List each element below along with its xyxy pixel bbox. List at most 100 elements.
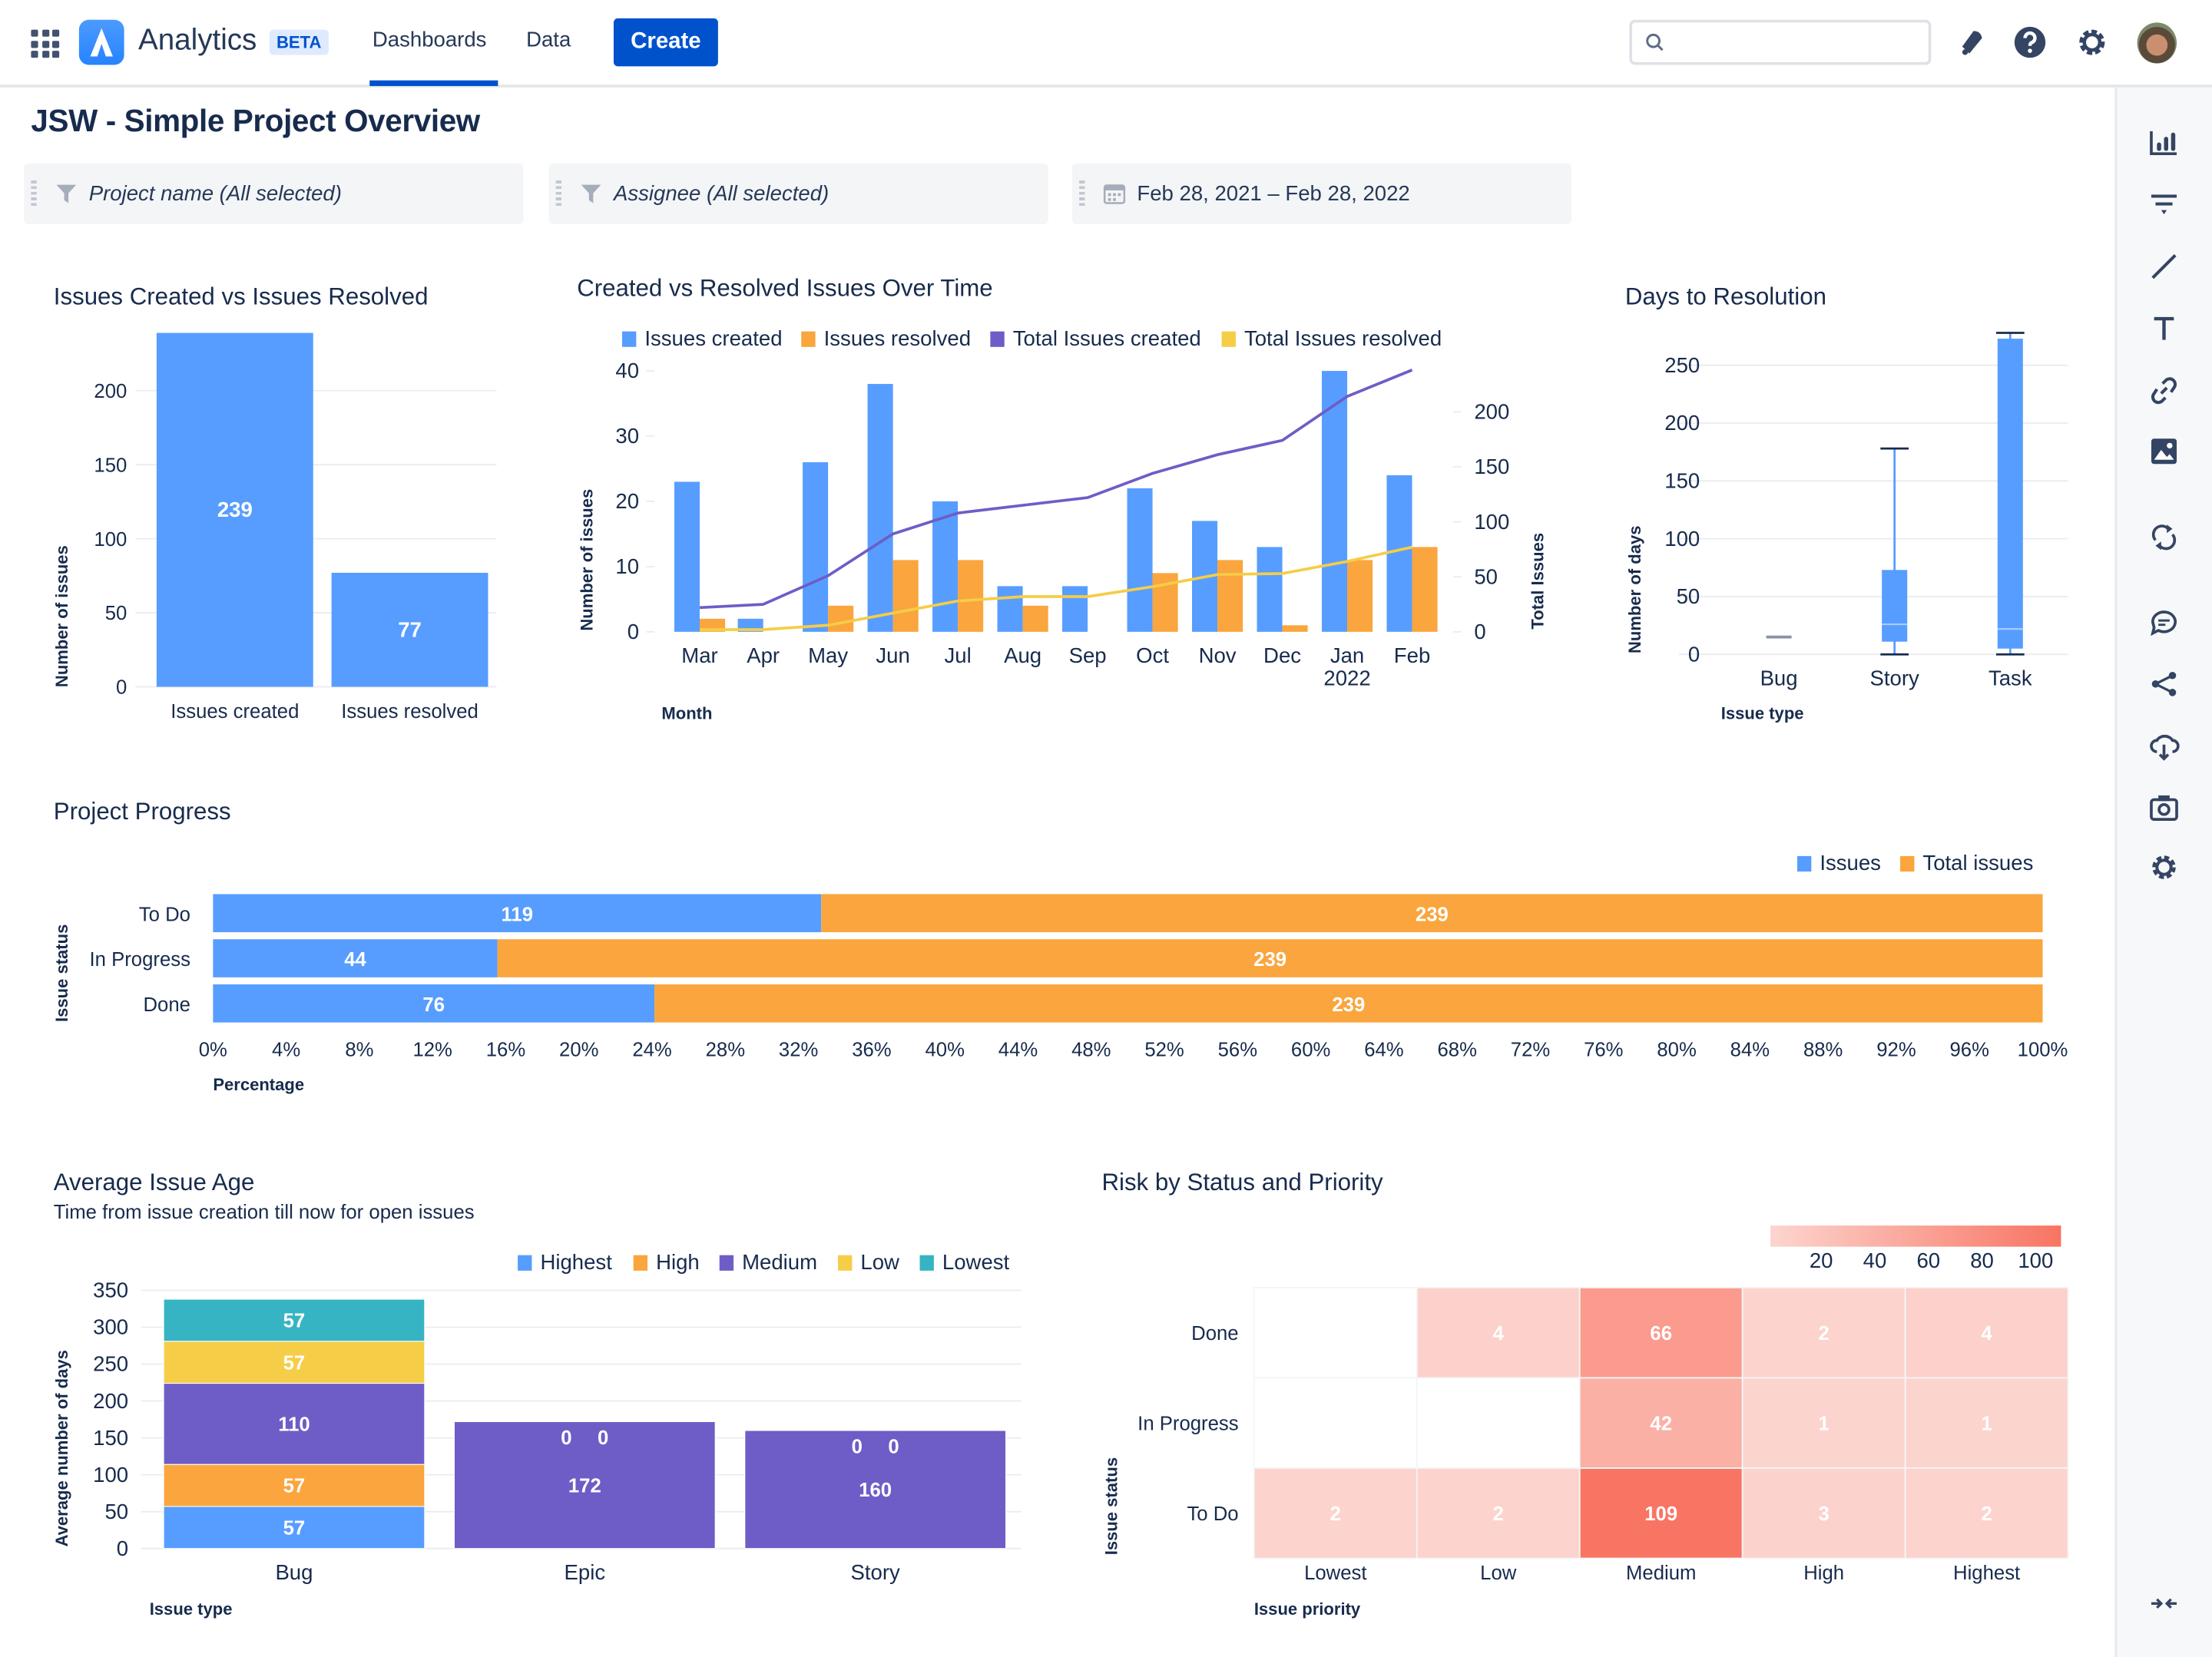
bar-value-label: 57 [283, 1518, 306, 1540]
settings-icon[interactable] [2075, 25, 2109, 59]
heatmap-cell[interactable] [1904, 1467, 2069, 1559]
heatmap-cell[interactable] [1741, 1377, 1906, 1469]
heatmap-cell[interactable] [1741, 1286, 1906, 1379]
bar-issues-resolved[interactable] [1022, 605, 1048, 632]
bar-0[interactable] [156, 332, 313, 687]
bar-segment-low[interactable] [163, 1341, 426, 1384]
line-icon[interactable] [2148, 251, 2179, 282]
x-tick-label: 100% [2018, 1040, 2068, 1061]
heatmap-cell[interactable] [1578, 1467, 1743, 1559]
legend-item-1: Issues resolved [824, 326, 971, 350]
heatmap-cell[interactable] [1253, 1377, 1418, 1469]
heatmap-cell[interactable] [1416, 1377, 1581, 1469]
bar-issues-created[interactable] [1386, 475, 1412, 632]
search-input[interactable] [1629, 19, 1932, 65]
bar-total-issues[interactable] [497, 939, 2043, 977]
heatmap-cell[interactable] [1741, 1467, 1906, 1559]
bar-issues[interactable] [213, 984, 655, 1023]
chart-title-issues-created-vs-resolved: Issues Created vs Issues Resolved [53, 283, 429, 311]
bar-1[interactable] [331, 572, 488, 687]
heatmap-cell[interactable] [1416, 1467, 1581, 1559]
bar-segment-lowest[interactable] [163, 1298, 426, 1342]
cell-value-label: 2 [1819, 1323, 1830, 1344]
bar-issues[interactable] [213, 939, 498, 977]
bar-segment-highest[interactable] [163, 1506, 426, 1550]
chart-icon[interactable] [2148, 127, 2179, 157]
bar-issues-created[interactable] [803, 461, 829, 632]
bar-issues-created[interactable] [1321, 371, 1348, 632]
nav-tab-data[interactable]: Data [526, 28, 571, 52]
bar-issues-created[interactable] [674, 481, 700, 632]
line-total-issues-resolved[interactable] [700, 545, 1412, 631]
box-story[interactable] [1880, 447, 1909, 656]
bar-total-issues[interactable] [821, 894, 2043, 933]
comment-icon[interactable] [2148, 607, 2179, 637]
bar-issues[interactable] [213, 894, 822, 933]
y-tick-label: 10 [615, 554, 639, 578]
bar-issues-resolved[interactable] [1217, 560, 1243, 632]
link-icon[interactable] [2148, 375, 2179, 406]
refresh-icon[interactable] [2148, 522, 2179, 553]
bar-issues-created[interactable] [1062, 586, 1088, 632]
bar-issues-resolved[interactable] [958, 560, 984, 632]
x-tick-label: Issues created [171, 701, 299, 723]
heatmap-cell[interactable] [1904, 1286, 2069, 1379]
chart-title-average-issue-age: Average Issue Age [53, 1169, 255, 1196]
y-axis-label: Number of issues [577, 489, 596, 631]
cell-value-label: 42 [1650, 1413, 1672, 1434]
collapse-icon[interactable] [2148, 1588, 2179, 1619]
x-tick-label: 0% [199, 1040, 227, 1061]
legend-item-2: Total Issues created [1013, 326, 1201, 350]
line-total-issues-created[interactable] [699, 369, 1413, 610]
bar-issues-resolved[interactable] [1282, 625, 1308, 632]
bar-segment-medium[interactable] [163, 1382, 426, 1465]
colorbar-tick-label: 80 [1970, 1249, 1994, 1272]
filter-project-name[interactable]: Project name (All selected) [24, 164, 524, 225]
cloud-download-icon[interactable] [2148, 730, 2180, 761]
bar-total-issues[interactable] [654, 984, 2043, 1023]
y2-tick-label: 0 [1474, 620, 1485, 643]
app-switcher-icon[interactable] [31, 29, 60, 58]
heatmap-cell[interactable] [1253, 1286, 1418, 1379]
drag-handle-icon[interactable] [555, 180, 562, 209]
drag-handle-icon[interactable] [31, 180, 37, 209]
filter-icon[interactable] [2148, 189, 2179, 220]
bar-issues-created[interactable] [997, 586, 1023, 632]
nav-tab-dashboards[interactable]: Dashboards [372, 28, 487, 52]
avatar[interactable] [2137, 22, 2177, 64]
bar-issues-resolved[interactable] [828, 605, 854, 632]
box-task[interactable] [1995, 332, 2025, 656]
bar-issues-created[interactable] [867, 384, 893, 632]
settings-icon[interactable] [2148, 852, 2179, 882]
x-tick-label: 36% [852, 1040, 891, 1061]
bar-issues-resolved[interactable] [1412, 547, 1438, 632]
analytics-logo-icon[interactable] [78, 19, 124, 65]
bar-segment-medium[interactable] [744, 1430, 1007, 1550]
bar-segment-medium[interactable] [453, 1421, 716, 1550]
bar-issues-created[interactable] [1127, 488, 1153, 632]
y-tick-label: 350 [93, 1278, 128, 1302]
camera-icon[interactable] [2148, 792, 2179, 823]
share-icon[interactable] [2148, 669, 2179, 700]
bar-issues-created[interactable] [932, 501, 959, 632]
text-icon[interactable] [2148, 313, 2179, 344]
drag-handle-icon[interactable] [1079, 180, 1085, 209]
help-icon[interactable] [2013, 25, 2047, 59]
x-tick-label: Aug [1004, 643, 1041, 667]
bar-segment-high[interactable] [163, 1464, 426, 1507]
heatmap-cell[interactable] [1904, 1377, 2069, 1469]
y-tick-label: 0 [628, 620, 639, 643]
filter-date-range[interactable]: Feb 28, 2021 – Feb 28, 2022 [1071, 164, 1572, 225]
heatmap-cell[interactable] [1253, 1467, 1418, 1559]
bar-issues-resolved[interactable] [892, 560, 919, 632]
bar-value-label: 119 [502, 904, 533, 925]
create-button[interactable]: Create [613, 18, 718, 67]
image-icon[interactable] [2148, 436, 2179, 467]
filter-assignee[interactable]: Assignee (All selected) [548, 164, 1048, 225]
box-iqr [1882, 570, 1908, 642]
x-tick-label: 72% [1511, 1040, 1550, 1061]
bar-issues-resolved[interactable] [1347, 560, 1373, 632]
notification-icon[interactable] [1954, 25, 1988, 59]
bar-issues-created[interactable] [1257, 547, 1283, 632]
y-tick-label: 250 [1664, 353, 1700, 377]
